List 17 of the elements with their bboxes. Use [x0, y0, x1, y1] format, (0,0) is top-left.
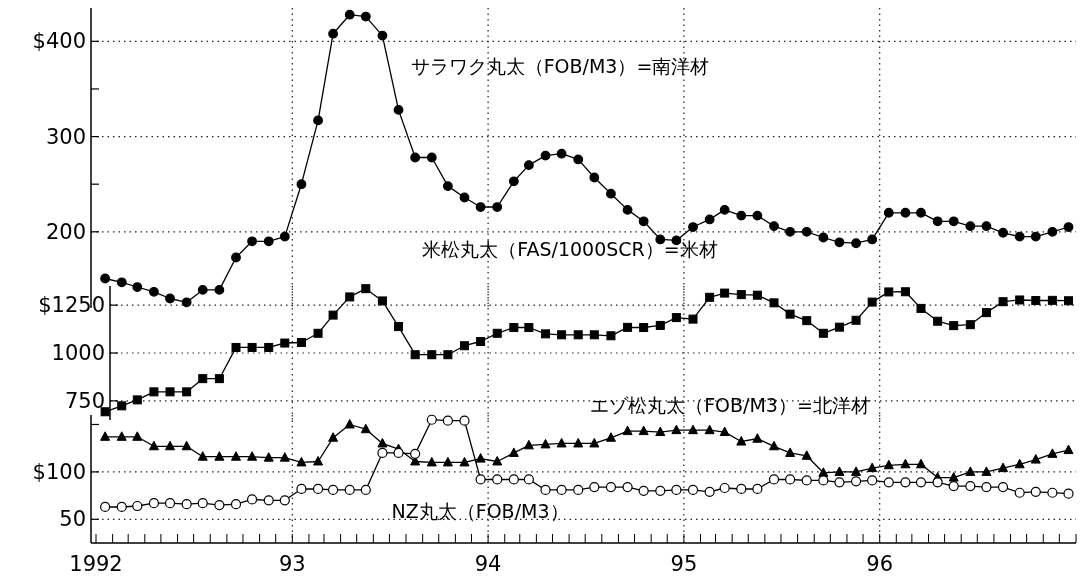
- x-tick-label: 1992: [69, 552, 123, 576]
- series-label: サラワク丸太（FOB/M3）=南洋材: [410, 55, 710, 77]
- y-tick-label: $400: [32, 29, 86, 54]
- series-label: NZ丸太（FOB/M3）: [391, 500, 569, 522]
- x-tick-label: 94: [474, 552, 502, 576]
- y-tick-label: $100: [32, 459, 86, 484]
- y-tick-label: 200: [45, 219, 86, 244]
- x-tick-label: 96: [866, 552, 894, 576]
- y-tick-label: 50: [59, 507, 86, 532]
- series-label: エゾ松丸太（FOB/M3）=北洋材: [590, 394, 870, 416]
- series-label: 米松丸太（FAS/1000SCR）=米材: [422, 238, 718, 260]
- y-tick-label: 1000: [51, 341, 105, 365]
- x-tick-label: 95: [670, 552, 698, 576]
- y-tick-label: 300: [45, 124, 86, 149]
- y-tick-label: 750: [64, 388, 105, 413]
- x-tick-label: 93: [278, 552, 306, 576]
- y-tick-label: $1250: [38, 293, 105, 318]
